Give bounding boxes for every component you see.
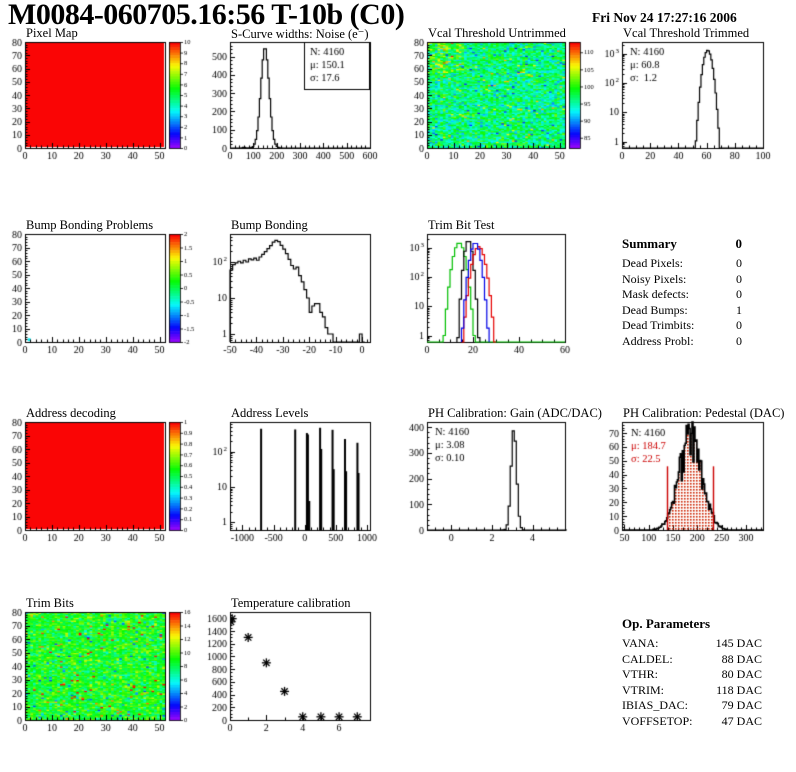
plot-title-scurve-noise: S-Curve widths: Noise (e⁻): [231, 27, 369, 41]
op-parameter-label: CALDEL:: [622, 651, 673, 666]
op-parameter-label: VTHR:: [622, 667, 658, 682]
plot-title-trimbit-test: Trim Bit Test: [428, 218, 495, 232]
timestamp: Fri Nov 24 17:27:16 2006: [592, 10, 737, 25]
plot-title-address-levels: Address Levels: [231, 406, 309, 420]
op-parameter-value: 88 DAC: [721, 651, 762, 666]
op-parameter-value: 79 DAC: [721, 698, 762, 713]
op-parameter-row: VTRIM: 118 DAC: [622, 683, 762, 699]
summary-label: Mask defects:: [622, 287, 689, 302]
summary-label: Dead Bumps:: [622, 302, 688, 317]
op-parameter-row: CALDEL: 88 DAC: [622, 652, 762, 668]
plot-title-pixel-map: Pixel Map: [26, 26, 78, 40]
op-parameter-value: 80 DAC: [721, 667, 762, 682]
summary-value: 1: [736, 302, 742, 317]
plot-title-trim-bits: Trim Bits: [26, 596, 74, 610]
plot-title-vcal-trimmed: Vcal Threshold Trimmed: [623, 26, 750, 40]
summary-panel: Summary 0 Dead Pixels: 0 Noisy Pixels: 0 Mas…: [622, 236, 742, 350]
plot-title-bump-bonding: Bump Bonding: [231, 218, 308, 232]
summary-value: 0: [736, 256, 742, 270]
op-parameter-label: VTRIM:: [622, 682, 664, 697]
plot-title-ph-pedestal: PH Calibration: Pedestal (DAC): [623, 406, 785, 420]
summary-value: 0: [736, 333, 742, 348]
op-parameters-rows: VANA: 145 DAC CALDEL: 88 DAC VTHR: 80 DAC VTRI…: [622, 636, 762, 730]
plot-title-bump-problems: Bump Bonding Problems: [26, 218, 154, 232]
summary-row: Address Probl: 0: [622, 334, 742, 350]
summary-value: 0: [736, 287, 742, 302]
op-parameter-row: VTHR: 80 DAC: [622, 667, 762, 683]
plot-title-temp-cal: Temperature calibration: [231, 596, 351, 610]
summary-label: Dead Pixels:: [622, 256, 683, 270]
summary-row: Dead Pixels: 0: [622, 256, 742, 272]
op-parameters-title: Op. Parameters: [622, 616, 711, 631]
plot-title-vcal-untrimmed: Vcal Threshold Untrimmed: [428, 26, 566, 40]
summary-row: Dead Bumps: 1: [622, 303, 742, 319]
plot-title-address-decoding: Address decoding: [26, 406, 116, 420]
summary-value: 0: [736, 318, 742, 333]
summary-label: Address Probl:: [622, 333, 694, 348]
op-parameter-value: 47 DAC: [721, 713, 762, 728]
summary-title: Summary: [622, 236, 677, 251]
op-parameter-label: VOFFSETOP:: [622, 713, 693, 728]
page-title: M0084-060705.16:56 T-10b (C0): [8, 0, 405, 31]
op-parameter-value: 118 DAC: [716, 682, 762, 697]
op-parameter-label: VANA:: [622, 636, 659, 650]
op-parameter-value: 145 DAC: [715, 636, 762, 650]
summary-grade: 0: [735, 236, 743, 251]
op-parameter-row: IBIAS_DAC: 79 DAC: [622, 698, 762, 714]
summary-row: Dead Trimbits: 0: [622, 318, 742, 334]
op-parameter-row: VOFFSETOP: 47 DAC: [622, 714, 762, 730]
summary-value: 0: [736, 271, 742, 286]
summary-row: Mask defects: 0: [622, 287, 742, 303]
op-parameters-panel: Op. Parameters VANA: 145 DAC CALDEL: 88 DAC…: [622, 616, 762, 730]
op-parameter-label: IBIAS_DAC:: [622, 698, 689, 713]
plot-title-ph-gain: PH Calibration: Gain (ADC/DAC): [428, 406, 602, 420]
summary-row: Noisy Pixels: 0: [622, 272, 742, 288]
summary-label: Noisy Pixels:: [622, 271, 687, 286]
summary-label: Dead Trimbits:: [622, 318, 695, 333]
op-parameter-row: VANA: 145 DAC: [622, 636, 762, 652]
summary-rows: Dead Pixels: 0 Noisy Pixels: 0 Mask defects:…: [622, 256, 742, 350]
